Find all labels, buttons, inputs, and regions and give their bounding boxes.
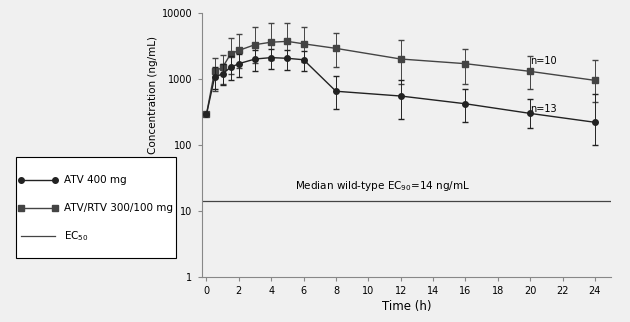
Y-axis label: Atazanavir Plasma Concentration (ng/mL): Atazanavir Plasma Concentration (ng/mL)	[148, 36, 158, 254]
X-axis label: Time (h): Time (h)	[382, 300, 431, 313]
Text: ATV 400 mg: ATV 400 mg	[64, 175, 126, 185]
FancyBboxPatch shape	[16, 157, 176, 258]
EC$_{50}$	[203, 199, 210, 203]
EC$_{50}$	[219, 199, 226, 203]
Text: ATV/RTV 300/100 mg: ATV/RTV 300/100 mg	[64, 203, 173, 213]
Text: n=10: n=10	[530, 56, 557, 66]
Text: n=13: n=13	[530, 104, 557, 114]
Text: Median wild-type EC$_{90}$=14 ng/mL: Median wild-type EC$_{90}$=14 ng/mL	[295, 178, 471, 193]
Text: EC$_{50}$: EC$_{50}$	[64, 229, 88, 243]
